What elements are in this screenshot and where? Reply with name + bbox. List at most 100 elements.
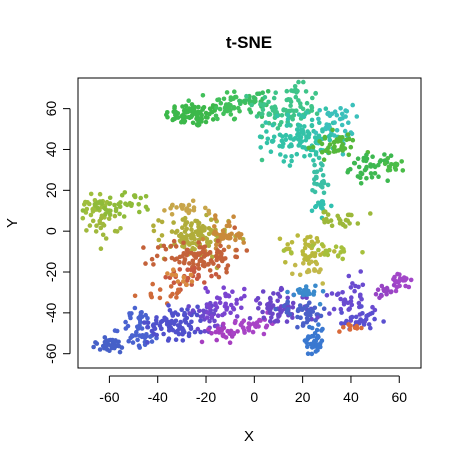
data-point [222,97,227,102]
data-point [197,266,202,271]
data-point [191,199,196,204]
data-point [223,292,228,297]
data-point [129,203,134,208]
data-point [184,282,189,287]
data-point [338,106,343,111]
data-point [289,250,294,255]
data-point [168,206,173,211]
data-point [356,221,361,226]
data-point [214,272,219,277]
data-point [291,305,296,310]
data-point [305,129,310,134]
data-point [386,156,391,161]
data-point [255,92,260,97]
data-point [198,110,203,115]
data-point [197,228,202,233]
data-point [266,137,271,142]
data-point [335,128,340,133]
data-point [347,274,352,279]
data-point [322,306,327,311]
data-point [124,326,129,331]
data-point [244,94,249,99]
data-point [249,110,254,115]
data-point [280,113,285,118]
data-point [298,273,303,278]
data-point [165,271,170,276]
data-point [120,193,125,198]
data-point [353,284,358,289]
data-point [282,159,287,164]
y-axis: -60 -40 -20 0 20 40 60 [43,101,70,364]
data-point [349,315,354,320]
data-point [292,293,297,298]
data-point [320,327,325,332]
data-point [278,152,283,157]
data-point [188,241,193,246]
data-point [160,319,165,324]
y-tick-label: -40 [43,303,59,323]
data-point [151,223,156,228]
data-point [168,308,173,313]
data-point [94,223,99,228]
data-point [359,297,364,302]
data-point [370,154,375,159]
data-point [99,246,104,251]
data-point [214,106,219,111]
data-point [185,248,190,253]
data-point [356,156,361,161]
data-point [314,150,319,155]
data-point [347,323,352,328]
data-point [290,117,295,122]
data-point [307,308,312,313]
data-point [107,216,112,221]
data-point [180,104,185,109]
data-point [122,214,127,219]
data-point [324,127,329,132]
data-point [273,104,278,109]
data-point [187,331,192,336]
data-point [99,199,104,204]
data-point [281,108,286,113]
data-point [186,304,191,309]
data-point [380,284,385,289]
data-point [233,319,238,324]
data-point [174,273,179,278]
data-point [272,96,277,101]
data-point [295,233,300,238]
data-point [312,339,317,344]
data-point [232,307,237,312]
data-point [305,270,310,275]
data-point [311,158,316,163]
data-point [201,250,206,255]
data-point [170,272,175,277]
data-point [174,205,179,210]
data-point [312,181,317,186]
data-point [133,306,138,311]
data-point [228,311,233,316]
data-point [239,306,244,311]
data-point [262,316,267,321]
data-point [197,309,202,314]
data-point [231,331,236,336]
data-point [329,218,334,223]
x-tick-label: 40 [343,389,359,405]
data-point [183,319,188,324]
data-point [249,103,254,108]
data-point [182,313,187,318]
data-point [305,110,310,115]
data-point [338,138,343,143]
data-point [164,247,169,252]
data-point [200,340,205,345]
data-point [357,165,362,170]
y-tick-label: -60 [43,343,59,363]
x-axis-label: X [244,428,254,445]
data-point [347,221,352,226]
data-point [135,338,140,343]
data-point [370,305,375,310]
data-point [189,267,194,272]
data-point [289,88,294,93]
data-point [233,117,238,122]
data-point [196,123,201,128]
data-point [104,207,109,212]
